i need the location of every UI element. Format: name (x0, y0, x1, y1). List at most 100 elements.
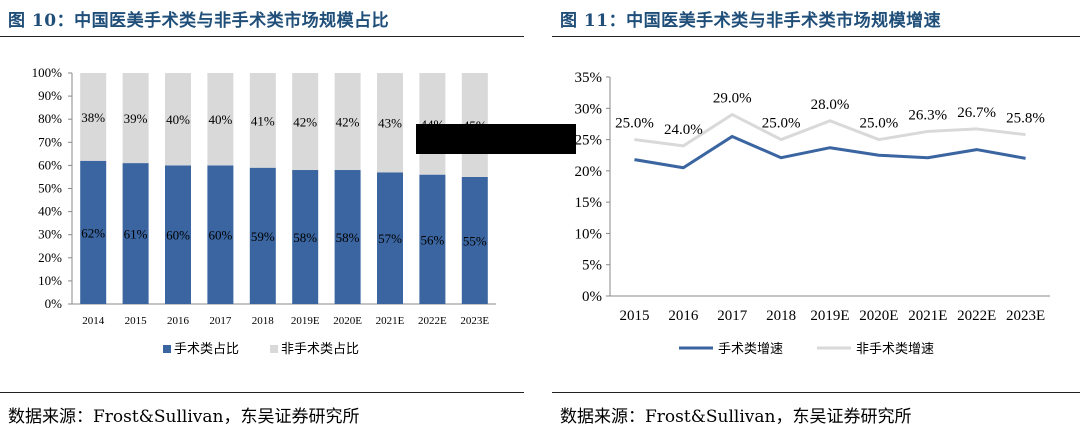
x-tick-label: 2015 (125, 315, 148, 327)
bar-nonsurgical (377, 73, 403, 173)
line-chart: 0% 5% 10% 15% 20% 25% 30% 35% 2015 2016 2017 2018 20… (575, 70, 1050, 357)
title-divider (552, 36, 1080, 37)
data-label-nonsurgical: 28.0% (811, 97, 850, 113)
data-label-nonsurgical: 38% (81, 110, 105, 125)
data-label-nonsurgical: 40% (166, 112, 190, 127)
bar-nonsurgical (419, 73, 446, 175)
data-label-surgical: 58% (336, 230, 360, 245)
x-tick-label: 2015 (619, 308, 649, 324)
bar-surgical (292, 170, 319, 304)
bar-surgical (377, 172, 403, 304)
x-tick-label: 2017 (209, 315, 232, 327)
y-tick-label: 0% (582, 289, 602, 305)
x-tick-label: 2018 (252, 315, 275, 327)
y-tick-label: 35% (575, 70, 603, 86)
panel-market-share: 图 10：中国医美手术类与非手术类市场规模占比 0% 10% 20% 30% 40% 50… (0, 0, 524, 431)
data-label-surgical: 60% (208, 228, 232, 243)
y-tick-label: 40% (38, 204, 62, 219)
bar-surgical (419, 174, 446, 304)
x-tick-label: 2022E (957, 308, 996, 324)
y-tick-label: 10% (38, 273, 62, 288)
x-tick-label: 2020E (333, 315, 362, 327)
data-label-nonsurgical: 24.0% (664, 122, 703, 138)
chart-title: 图 10：中国医美手术类与非手术类市场规模占比 (8, 11, 390, 31)
bar-nonsurgical (292, 73, 319, 171)
bar-surgical (207, 165, 234, 304)
x-tick-label: 2020E (859, 308, 898, 324)
y-tick-label: 30% (575, 101, 603, 117)
y-tick-label: 90% (38, 88, 62, 103)
data-label-surgical: 61% (124, 227, 148, 242)
data-label-surgical: 62% (81, 225, 105, 240)
x-tick-label: 2019E (291, 315, 320, 327)
y-tick-label: 20% (38, 250, 62, 265)
x-tick-label: 2016 (167, 315, 190, 327)
data-label-nonsurgical: 25.0% (615, 116, 654, 132)
x-tick-label: 2019E (810, 308, 849, 324)
bar-nonsurgical (334, 73, 361, 171)
bar-surgical (122, 163, 149, 304)
bar-surgical (249, 167, 276, 304)
source-divider (552, 392, 1080, 393)
data-label-surgical: 58% (293, 230, 317, 245)
y-tick-label: 25% (575, 133, 603, 149)
legend-swatch-surgical (163, 345, 171, 353)
data-label-surgical: 55% (463, 233, 487, 248)
data-label-nonsurgical: 25.0% (762, 116, 801, 132)
x-tick-label: 2018 (766, 308, 796, 324)
chart-title: 图 11：中国医美手术类与非手术类市场规模增速 (560, 11, 942, 31)
source-divider (0, 392, 524, 393)
bar-surgical (461, 176, 488, 304)
data-label-nonsurgical: 41% (251, 113, 275, 128)
bar-surgical (80, 160, 107, 304)
x-tick-label: 2021E (376, 315, 405, 327)
source-note: 数据来源：Frost&Sullivan，东吴证券研究所 (8, 407, 360, 427)
legend-label-nonsurgical: 非手术类增速 (856, 342, 934, 357)
bar-nonsurgical (80, 73, 107, 161)
redaction-block (416, 124, 576, 154)
bar-surgical (334, 170, 361, 304)
legend-swatch-nonsurgical (270, 345, 278, 353)
x-tick-label: 2022E (418, 315, 447, 327)
series-line-nonsurgical (634, 113, 1026, 148)
legend-label-surgical: 手术类增速 (718, 342, 783, 357)
data-label-surgical: 57% (378, 231, 402, 246)
y-tick-label: 60% (38, 157, 62, 172)
x-tick-label: 2016 (668, 308, 699, 324)
data-label-nonsurgical: 26.3% (908, 107, 947, 123)
y-tick-label: 30% (38, 227, 62, 242)
y-tick-label: 70% (38, 134, 62, 149)
y-tick-label: 15% (575, 195, 603, 211)
bar-nonsurgical (165, 73, 191, 166)
data-label-surgical: 59% (251, 229, 275, 244)
legend-label-nonsurgical: 非手术类占比 (281, 342, 359, 357)
panel-growth-rate: 图 11：中国医美手术类与非手术类市场规模增速 0% 5% 10% 15% 20% 25%… (552, 0, 1080, 431)
y-tick-label: 100% (32, 65, 63, 80)
x-tick-label: 2023E (1006, 308, 1045, 324)
series-line-surgical (634, 134, 1026, 170)
x-tick-label: 2017 (717, 308, 748, 324)
title-divider (0, 36, 524, 37)
bar-nonsurgical (207, 73, 234, 166)
x-tick-label: 2023E (460, 315, 489, 327)
data-label-nonsurgical: 42% (293, 115, 317, 130)
y-tick-label: 10% (575, 226, 603, 242)
y-tick-label: 0% (45, 296, 63, 311)
legend-label-surgical: 手术类占比 (174, 342, 239, 357)
data-label-surgical: 56% (420, 232, 444, 247)
data-label-nonsurgical: 43% (378, 116, 402, 131)
y-tick-label: 50% (38, 181, 62, 196)
data-label-nonsurgical: 25.8% (1006, 111, 1045, 127)
y-tick-label: 20% (575, 164, 603, 180)
bar-nonsurgical (122, 73, 149, 164)
data-label-nonsurgical: 40% (208, 112, 232, 127)
data-label-nonsurgical: 39% (124, 111, 148, 126)
x-tick-label: 2021E (908, 308, 947, 324)
data-label-nonsurgical: 29.0% (713, 91, 752, 107)
data-label-nonsurgical: 26.7% (957, 105, 996, 121)
bar-nonsurgical (249, 73, 276, 168)
data-label-surgical: 60% (166, 228, 190, 243)
data-label-nonsurgical: 42% (336, 115, 360, 130)
stacked-bar-chart: 0% 10% 20% 30% 40% 50% 60% 70% 80% 90% 100% 62% 38% 2… (32, 65, 496, 357)
y-tick-label: 80% (38, 111, 62, 126)
